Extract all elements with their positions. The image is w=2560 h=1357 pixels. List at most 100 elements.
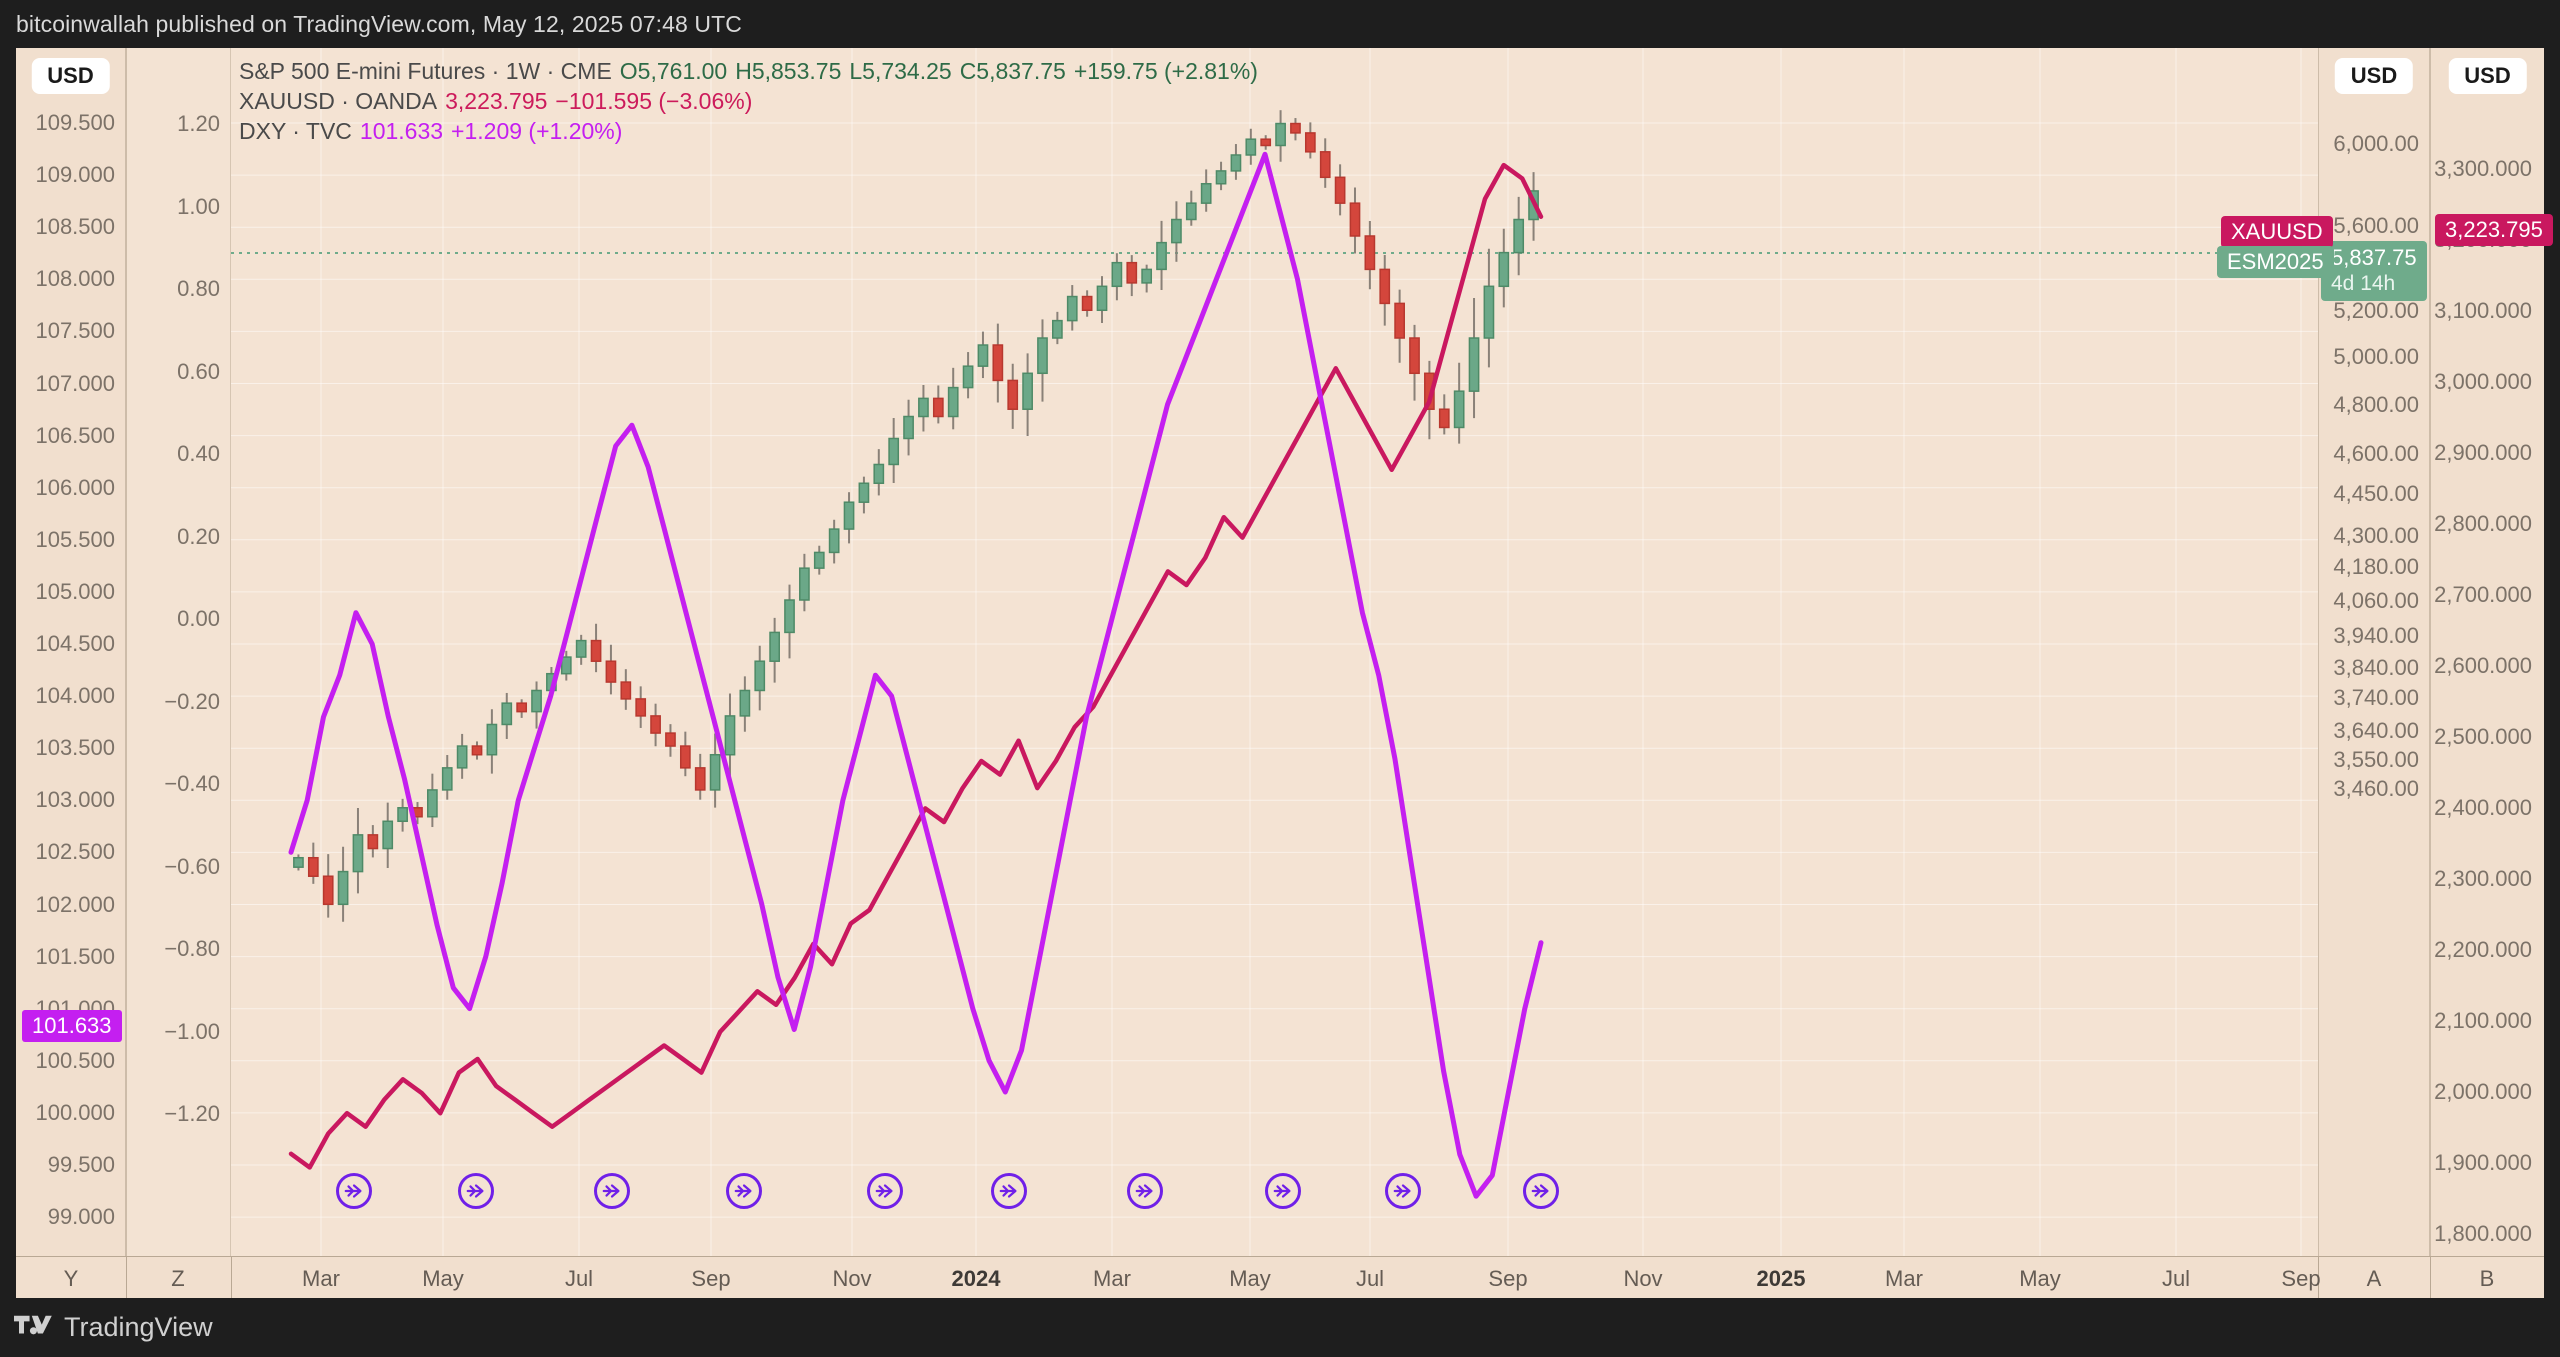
xauusd-price-tag: 3,223.795: [2435, 214, 2553, 246]
legend-last-dxy: 101.633: [359, 118, 444, 144]
time-axis-divider: [126, 1257, 127, 1299]
axis-tick-label: 106.000: [35, 474, 115, 500]
time-axis-label: Mar: [1093, 1266, 1131, 1291]
axis-tick-label: 3,300.000: [2434, 156, 2532, 181]
legend-last-xauusd: 3,223.795: [445, 88, 548, 114]
dxy-price-tag-axis: 101.633: [22, 1010, 122, 1042]
skip-forward-marker-icon[interactable]: [594, 1173, 630, 1209]
axis-tick-label: 108.500: [35, 214, 115, 240]
price-axis-b[interactable]: USD 3,300.0003,200.0003,100.0003,000.000…: [2430, 48, 2553, 1256]
axis-tick-label: 3,740.00: [2333, 685, 2419, 710]
legend-row-xauusd[interactable]: XAUUSD · OANDA 3,223.795 −101.595 (−3.06%): [239, 86, 1258, 116]
axis-tick-label: 101.500: [35, 943, 115, 969]
price-axis-z[interactable]: 1.20 1.00 0.80 0.60 0.40 0.20 0.00 −0.20 −0.40 −0…: [126, 48, 231, 1256]
chart-frame: USD 109.500 109.000 108.500 108.000 107.500 1…: [16, 48, 2553, 1299]
xauusd-series-label[interactable]: XAUUSD: [2221, 216, 2333, 248]
legend-row-dxy[interactable]: DXY · TVC 101.633 +1.209 (+1.20%): [239, 116, 1258, 146]
skip-forward-marker-icon[interactable]: [1385, 1173, 1421, 1209]
skip-forward-marker-icon[interactable]: [991, 1173, 1027, 1209]
axis-label-z[interactable]: Z: [171, 1266, 185, 1291]
axis-tick-label: 3,000.000: [2434, 369, 2532, 394]
esm-series-label[interactable]: ESM2025: [2217, 246, 2334, 278]
axis-tick-label: 2,200.000: [2434, 937, 2532, 962]
axis-tick-label: 2,000.000: [2434, 1079, 2532, 1104]
axis-label-y[interactable]: Y: [63, 1266, 79, 1291]
axis-b-currency-chip: USD: [2448, 58, 2527, 94]
axis-tick-label: −1.00: [164, 1018, 220, 1044]
axis-tick-label: 2,800.000: [2434, 511, 2532, 536]
axis-tick-label: 0.00: [177, 606, 220, 631]
axis-tick-label: 3,640.00: [2333, 718, 2419, 743]
skip-forward-marker-icon[interactable]: [458, 1173, 494, 1209]
axis-tick-label: 1,900.000: [2434, 1150, 2532, 1175]
axis-tick-label: 100.500: [35, 1047, 115, 1073]
time-axis-label: Nov: [832, 1266, 872, 1291]
time-axis-divider: [2430, 1257, 2431, 1299]
axis-tick-label: 107.500: [35, 318, 115, 344]
time-axis-label: Jul: [1355, 1266, 1385, 1291]
legend-symbol-esm: S&P 500 E-mini Futures · 1W · CME: [239, 58, 612, 84]
axis-a-currency-chip: USD: [2334, 58, 2414, 94]
chart-legend: S&P 500 E-mini Futures · 1W · CME O5,761.…: [239, 56, 1258, 146]
axis-tick-label: 103.000: [35, 787, 115, 813]
legend-row-esm[interactable]: S&P 500 E-mini Futures · 1W · CME O5,761.…: [239, 56, 1258, 86]
axis-tick-label: 109.000: [35, 162, 115, 188]
axis-tick-label: 2,300.000: [2434, 866, 2532, 891]
esm-price-value: 5,837.75: [2331, 245, 2417, 270]
skip-forward-marker-icon[interactable]: [1127, 1173, 1163, 1209]
axis-tick-label: 0.40: [177, 441, 220, 466]
legend-change-esm: +159.75 (+2.81%): [1073, 58, 1258, 84]
plot-area[interactable]: S&P 500 E-mini Futures · 1W · CME O5,761.…: [231, 48, 2318, 1256]
skip-forward-marker-icon[interactable]: [867, 1173, 903, 1209]
time-axis-label: Jul: [2161, 1266, 2191, 1291]
axis-tick-label: 0.20: [177, 523, 220, 549]
axis-tick-label: 2,900.000: [2434, 440, 2532, 465]
axis-label-b[interactable]: B: [2479, 1266, 2495, 1291]
axis-tick-label: 4,180.00: [2333, 554, 2419, 579]
price-axis-y[interactable]: USD 109.500 109.000 108.500 108.000 107.500 1…: [16, 48, 126, 1256]
axis-tick-label: 2,400.000: [2434, 795, 2532, 820]
brand-name: TradingView: [64, 1312, 213, 1342]
axis-tick-label: 104.500: [35, 631, 115, 656]
time-axis-label: May: [1229, 1266, 1271, 1291]
axis-tick-label: 100.000: [35, 1099, 115, 1125]
axis-tick-label: 104.000: [35, 683, 115, 709]
axis-tick-label: 5,000.00: [2333, 344, 2419, 369]
time-axis-divider: [231, 1257, 232, 1299]
axis-tick-label: 103.500: [35, 735, 115, 761]
axis-tick-label: 109.500: [35, 110, 115, 135]
axis-tick-label: 2,600.000: [2434, 653, 2532, 678]
tradingview-logo-icon: [14, 1315, 52, 1334]
skip-forward-marker-icon[interactable]: [1523, 1173, 1559, 1209]
time-axis-label: Mar: [302, 1266, 340, 1291]
axis-label-a[interactable]: A: [2366, 1266, 2382, 1291]
legend-close-esm: C5,837.75: [959, 58, 1066, 84]
skip-forward-marker-icon[interactable]: [726, 1173, 762, 1209]
axis-tick-label: 102.500: [35, 839, 115, 865]
time-axis[interactable]: Y Z A B Mar May Jul Sep Nov 2024 Mar May Jul Sep N…: [16, 1256, 2544, 1299]
axis-tick-label: 3,100.000: [2434, 298, 2532, 323]
time-axis-label: Sep: [691, 1266, 731, 1291]
axis-tick-label: 4,800.00: [2333, 392, 2419, 417]
time-axis-divider: [2318, 1257, 2319, 1299]
time-axis-label: Mar: [1885, 1266, 1923, 1291]
price-axis-a[interactable]: USD 6,000.005,600.005,400.005,200.005,00…: [2318, 48, 2430, 1256]
skip-forward-marker-icon[interactable]: [1265, 1173, 1301, 1209]
axis-tick-label: 2,700.000: [2434, 582, 2532, 607]
legend-symbol-xauusd: XAUUSD · OANDA: [239, 88, 438, 114]
axis-tick-label: 4,060.00: [2333, 588, 2419, 613]
axis-tick-label: 3,940.00: [2333, 623, 2419, 648]
axis-tick-label: −0.40: [164, 771, 220, 796]
legend-change-dxy: +1.209 (+1.20%): [451, 118, 623, 144]
axis-tick-label: 99.000: [47, 1204, 115, 1230]
time-axis-label: Jul: [564, 1266, 594, 1291]
axis-tick-label: 5,600.00: [2333, 213, 2419, 238]
axis-tick-label: 1,800.000: [2434, 1221, 2532, 1246]
time-axis-label: Sep: [1488, 1266, 1528, 1291]
axis-tick-label: 6,000.00: [2333, 131, 2419, 156]
skip-forward-marker-icon[interactable]: [336, 1173, 372, 1209]
axis-tick-label: −0.20: [164, 688, 220, 714]
time-axis-label: 2024: [951, 1266, 1001, 1291]
legend-change-xauusd: −101.595 (−3.06%): [555, 88, 753, 114]
